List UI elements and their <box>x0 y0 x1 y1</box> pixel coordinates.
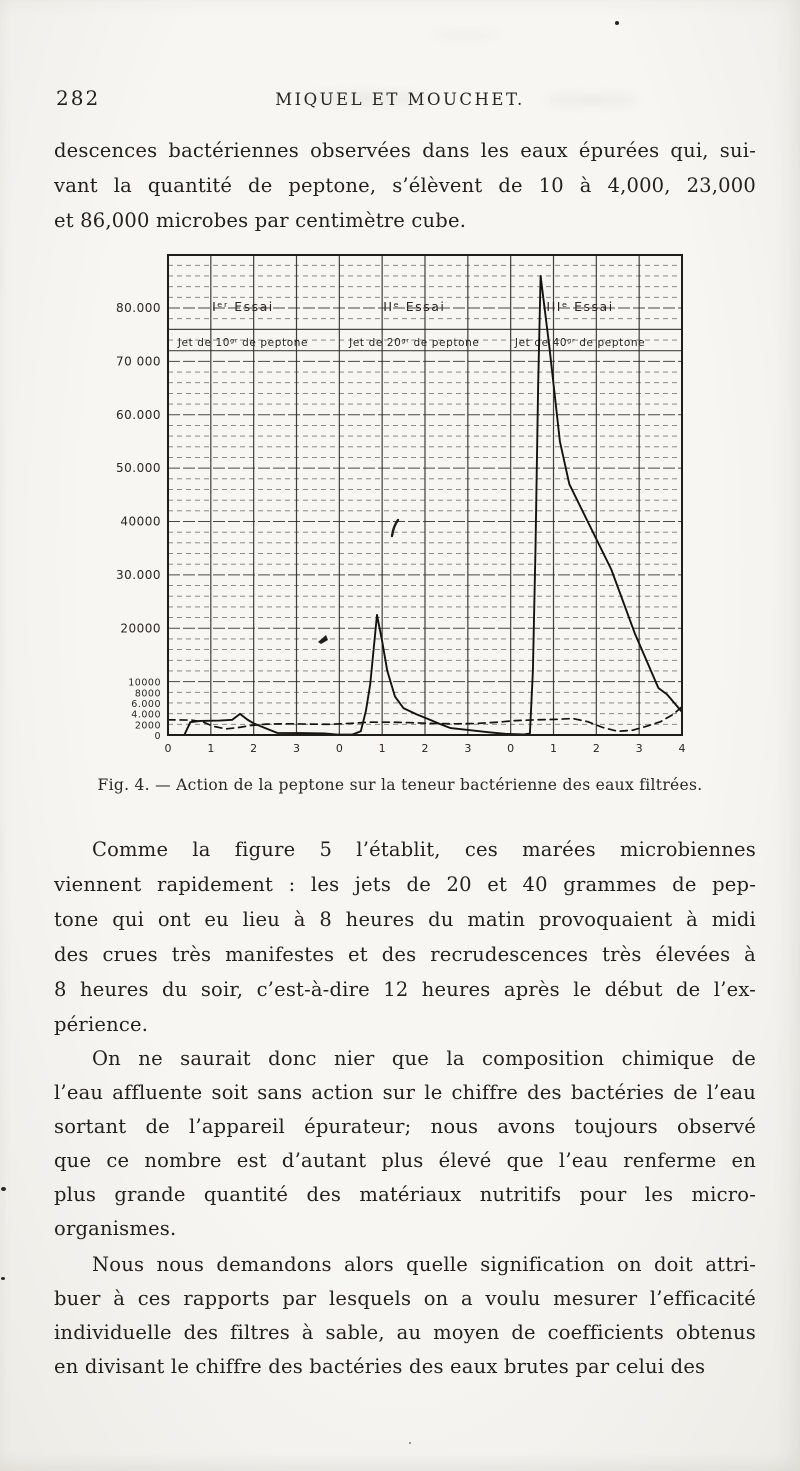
y-tick-label: 40000 <box>120 515 161 529</box>
essai-label: IIᵉ Essai <box>383 299 445 314</box>
text-line: que ce nombre est d’autant plus élevé qu… <box>54 1149 756 1172</box>
text-line: buer à ces rapports par lesquels on a vo… <box>54 1287 756 1310</box>
showthrough-smudge <box>430 30 500 40</box>
y-tick-label: 8000 <box>135 688 161 699</box>
y-tick-label: 2000 <box>135 720 161 731</box>
jet-label: Jet de 40ᵍʳ de peptone <box>514 337 645 349</box>
text-line: en divisant le chiffre des bactéries des… <box>54 1355 706 1378</box>
y-tick-label: 30.000 <box>116 568 161 582</box>
text-line: l’eau affluente soit sans action sur le … <box>54 1081 756 1104</box>
x-tick-label: 4 <box>679 742 686 755</box>
x-tick-label: 0 <box>165 742 172 755</box>
ink-speck <box>1 1187 6 1191</box>
text-line: individuelle des filtres à sable, au moy… <box>54 1321 756 1344</box>
showthrough-smudge <box>300 92 430 105</box>
x-tick-label: 2 <box>593 742 600 755</box>
text-line: périence. <box>54 1013 149 1036</box>
text-line: Comme la figure 5 l’établit, ces marées … <box>92 838 756 861</box>
x-tick-label: 2 <box>250 742 257 755</box>
y-tick-label: 60.000 <box>116 408 161 422</box>
text-line: 8 heures du soir, c’est-à-dire 12 heures… <box>54 978 756 1001</box>
text-line: vant la quantité de peptone, s’élèvent d… <box>54 174 756 197</box>
y-tick-label: 10000 <box>128 678 161 689</box>
x-tick-label: 1 <box>379 742 386 755</box>
y-tick-label: 6.000 <box>131 699 161 710</box>
dashed_line <box>167 705 683 733</box>
y-tick-label: 20000 <box>120 621 161 635</box>
page-number: 282 <box>56 86 101 110</box>
ink-mark <box>318 635 328 644</box>
text-line: sortant de l’appareil épurateur; nous av… <box>54 1115 756 1138</box>
y-tick-label: 70 000 <box>116 354 161 368</box>
x-tick-label: 3 <box>464 742 471 755</box>
plot-frame <box>167 254 683 736</box>
paragraph: Nous nous demandons alors quelle signifi… <box>54 1248 756 1384</box>
text-line: tone qui ont eu lieu à 8 heures du matin… <box>54 908 756 931</box>
ink-speck <box>1 1277 5 1280</box>
text-line: viennent rapidement : les jets de 20 et … <box>54 873 756 896</box>
figure-4-line-chart: Iᵉʳ Essai Jet de 10ᵍʳ de peptone IIᵉ Essai… <box>116 254 686 755</box>
x-tick-label: 3 <box>636 742 643 755</box>
paragraph: Comme la figure 5 l’établit, ces marées … <box>54 832 756 1042</box>
showthrough-smudge <box>545 94 640 106</box>
figure-caption: Fig. 4. — Action de la peptone sur la te… <box>97 776 703 794</box>
jet-label: Jet de 10ᵍʳ de peptone <box>177 337 308 349</box>
essai-label: IIIᵉ Essai <box>546 299 613 314</box>
paragraph: descences bactériennes observées dans le… <box>54 133 756 238</box>
text-line: descences bactériennes observées dans le… <box>54 139 756 162</box>
text-line: des crues très manifestes et des recrude… <box>54 943 756 966</box>
paragraph: On ne saurait donc nier que la compositi… <box>54 1042 756 1246</box>
y-tick-label: 0 <box>154 731 161 742</box>
ink-mark <box>390 518 400 538</box>
text-line: On ne saurait donc nier que la compositi… <box>92 1047 756 1070</box>
text-line: plus grande quantité des matériaux nutri… <box>54 1183 756 1206</box>
ink-speck <box>409 1442 411 1444</box>
y-tick-label: 4.000 <box>131 710 161 721</box>
text-line: organismes. <box>54 1217 177 1240</box>
x-tick-label: 0 <box>336 742 343 755</box>
running-title: MIQUEL ET MOUCHET. <box>275 90 525 109</box>
x-tick-label: 0 <box>507 742 514 755</box>
essai-label: Iᵉʳ Essai <box>212 299 274 314</box>
y-tick-label: 50.000 <box>116 461 161 475</box>
x-tick-label: 1 <box>207 742 214 755</box>
x-tick-label: 3 <box>293 742 300 755</box>
text-line: Nous nous demandons alors quelle signifi… <box>92 1253 756 1276</box>
ink-speck <box>615 21 619 25</box>
jet-label: Jet de 20ᵍʳ de peptone <box>348 337 479 349</box>
y-tick-label: 80.000 <box>116 301 161 315</box>
text-line: et 86,000 microbes par centimètre cube. <box>54 209 467 232</box>
x-tick-label: 2 <box>422 742 429 755</box>
x-tick-label: 1 <box>550 742 557 755</box>
